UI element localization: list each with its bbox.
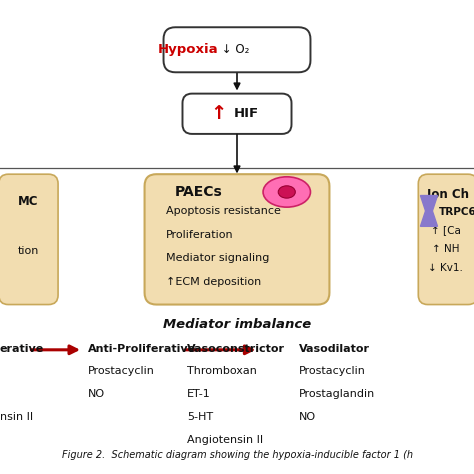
Text: ET-1: ET-1 xyxy=(187,389,211,399)
Text: Ion Ch: Ion Ch xyxy=(427,188,469,201)
Text: Vasodilator: Vasodilator xyxy=(299,344,370,354)
Text: Prostaglandin: Prostaglandin xyxy=(299,389,375,399)
Text: MC: MC xyxy=(18,195,39,208)
Text: ↓ Kv1.: ↓ Kv1. xyxy=(428,263,463,273)
FancyBboxPatch shape xyxy=(145,174,329,305)
Text: ↑: ↑ xyxy=(210,104,226,123)
FancyBboxPatch shape xyxy=(164,27,310,72)
Ellipse shape xyxy=(278,186,295,198)
Text: Proliferation: Proliferation xyxy=(166,229,234,240)
Text: Mediator signaling: Mediator signaling xyxy=(166,253,269,264)
Polygon shape xyxy=(420,211,438,226)
Text: Thromboxan: Thromboxan xyxy=(187,366,257,376)
Text: ↑ NH: ↑ NH xyxy=(432,244,459,254)
Text: ↓ O₂: ↓ O₂ xyxy=(218,43,249,56)
Text: ↑ECM deposition: ↑ECM deposition xyxy=(166,277,261,287)
Text: erative: erative xyxy=(0,344,44,354)
Text: Angiotensin II: Angiotensin II xyxy=(187,435,264,445)
Text: Apoptosis resistance: Apoptosis resistance xyxy=(166,206,281,216)
Text: Figure 2.  Schematic diagram showing the hypoxia-inducible factor 1 (h: Figure 2. Schematic diagram showing the … xyxy=(62,450,412,460)
Text: ↑ [Ca: ↑ [Ca xyxy=(430,225,461,235)
FancyBboxPatch shape xyxy=(182,94,292,134)
Text: NO: NO xyxy=(88,389,105,399)
Text: Vasoconstrictor: Vasoconstrictor xyxy=(187,344,285,354)
Text: HIF: HIF xyxy=(234,107,259,120)
Text: Hypoxia: Hypoxia xyxy=(157,43,218,56)
Polygon shape xyxy=(420,195,438,211)
Text: Mediator imbalance: Mediator imbalance xyxy=(163,318,311,331)
Text: NO: NO xyxy=(299,412,316,422)
Text: nsin II: nsin II xyxy=(0,412,33,422)
Text: Prostacyclin: Prostacyclin xyxy=(299,366,365,376)
Text: TRPC6: TRPC6 xyxy=(438,207,474,218)
FancyBboxPatch shape xyxy=(418,174,474,305)
Text: 5-HT: 5-HT xyxy=(187,412,213,422)
Text: Anti-Proliferative: Anti-Proliferative xyxy=(88,344,196,354)
Text: PAECs: PAECs xyxy=(175,185,223,199)
FancyBboxPatch shape xyxy=(0,174,58,305)
Ellipse shape xyxy=(263,177,310,207)
Text: Prostacyclin: Prostacyclin xyxy=(88,366,155,376)
Text: tion: tion xyxy=(18,246,39,256)
